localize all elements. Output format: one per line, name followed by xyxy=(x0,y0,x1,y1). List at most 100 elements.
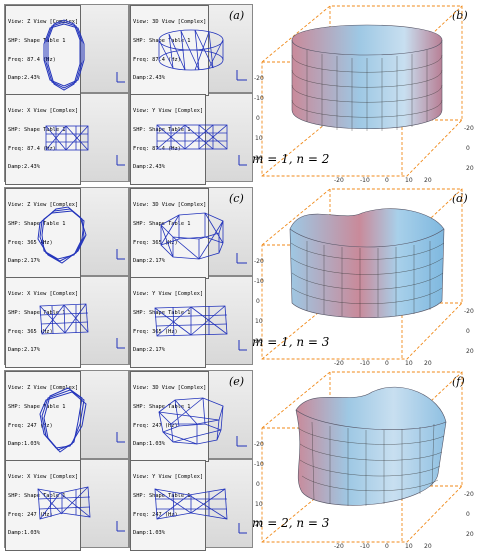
damping: Damp:1.03% xyxy=(8,530,40,537)
tick-label: 10 xyxy=(255,135,263,142)
tick-label: -20 xyxy=(334,177,344,184)
tick-label: -10 xyxy=(360,543,370,550)
damping: Damp:1.03% xyxy=(133,441,165,448)
frequency: Freq: 87.4 (Hz) xyxy=(133,56,181,63)
x-view-mesh xyxy=(39,303,125,349)
tick-label: 10 xyxy=(405,177,413,184)
z-view-info: View: Z View [Complex] SHP: Shape Table … xyxy=(5,188,82,279)
frequency: Freq: 365 (Hz) xyxy=(8,239,53,246)
view-title: View: Z View [Complex] xyxy=(8,202,79,209)
x-view-info: View: X View [Complex] SHP: Shape Table … xyxy=(5,94,82,185)
tick-label: 0 xyxy=(256,298,260,305)
figure-tag-e: (e) xyxy=(229,375,245,388)
tick-label: 0 xyxy=(385,360,389,367)
y-view-mesh xyxy=(154,305,247,351)
3d-view-mesh xyxy=(158,397,247,447)
figure-tag-a: (a) xyxy=(229,9,245,22)
tick-label: 20 xyxy=(424,543,432,550)
tick-label: -10 xyxy=(254,95,264,102)
z-view-mesh xyxy=(37,206,125,264)
frequency: Freq: 365 (Hz) xyxy=(133,239,178,246)
mode-label-1: m = 1, n = 2 xyxy=(252,152,330,166)
x-view-info: View: X View [Complex] SHP: Shape Table … xyxy=(5,277,82,368)
y-view-mesh xyxy=(156,124,247,166)
frequency: Freq: 247 (Hz) xyxy=(8,422,53,429)
tick-label: -10 xyxy=(254,278,264,285)
surface-plot-3: -20 -10 0 10 20 -20 -10 0 10 20 -20 0 20 xyxy=(254,371,474,550)
mode-group-2: View: Z View [Complex] SHP: Shape Table … xyxy=(0,183,478,368)
damping: Damp:2.43% xyxy=(133,75,165,82)
tick-label: 0 xyxy=(466,511,470,518)
shape-table: SHP: Shape Table 1 xyxy=(133,493,191,500)
tick-label: 0 xyxy=(256,481,260,488)
mode-group-3: View: Z View [Complex] SHP: Shape Table … xyxy=(0,366,478,551)
tick-label: -10 xyxy=(360,177,370,184)
tick-label: 20 xyxy=(255,521,263,528)
y-view-info: View: Y View [Complex] SHP: Shape Table … xyxy=(130,460,207,551)
frequency: Freq: 87.4 (Hz) xyxy=(8,56,56,63)
x-view-info: View: X View [Complex] SHP: Shape Table … xyxy=(5,460,82,551)
damping: Damp:2.17% xyxy=(133,258,165,265)
tick-label: 20 xyxy=(255,155,263,162)
tick-label: 20 xyxy=(466,348,474,355)
surface-plot-2: -20 -10 0 10 20 -20 -10 0 10 20 -20 0 20 xyxy=(254,188,474,367)
tick-label: -20 xyxy=(254,75,264,82)
tick-label: 10 xyxy=(255,501,263,508)
tick-label: -20 xyxy=(254,441,264,448)
view-title: View: 3D View [Complex] xyxy=(133,202,207,209)
surface-plot-1: -20 -10 0 10 20 -20 -10 0 10 20 -20 0 20 xyxy=(254,5,474,184)
figure-tag-d: (d) xyxy=(452,192,468,205)
x-view-mesh xyxy=(45,125,125,166)
tick-label: -20 xyxy=(254,258,264,265)
tick-label: 0 xyxy=(256,115,260,122)
damping: Damp:2.17% xyxy=(8,347,40,354)
tick-label: 0 xyxy=(466,328,470,335)
frequency: Freq: 247 (Hz) xyxy=(8,511,53,518)
damping: Damp:2.17% xyxy=(8,258,40,265)
tick-label: -10 xyxy=(254,461,264,468)
z-view-mesh xyxy=(43,19,125,91)
tick-label: 10 xyxy=(255,318,263,325)
view-title: View: Z View [Complex] xyxy=(8,385,79,392)
tick-label: -20 xyxy=(334,360,344,367)
tick-label: 20 xyxy=(255,338,263,345)
y-view-mesh xyxy=(154,488,247,534)
shape-table: SHP: Shape Table 1 xyxy=(8,127,66,134)
mode-label-3: m = 2, n = 3 xyxy=(252,516,330,530)
view-title: View: X View [Complex] xyxy=(8,108,79,115)
damping: Damp:2.43% xyxy=(8,75,40,82)
shape-table: SHP: Shape Table 1 xyxy=(8,221,66,228)
tick-label: -20 xyxy=(464,308,474,315)
shape-table: SHP: Shape Table 1 xyxy=(133,221,191,228)
damping: Damp:2.17% xyxy=(133,347,165,354)
tick-label: -10 xyxy=(360,360,370,367)
tick-label: 0 xyxy=(385,177,389,184)
view-title: View: X View [Complex] xyxy=(8,291,79,298)
mode-label-2: m = 1, n = 3 xyxy=(252,335,330,349)
view-title: View: X View [Complex] xyxy=(8,474,79,481)
tick-label: -20 xyxy=(464,491,474,498)
view-title: View: 3D View [Complex] xyxy=(133,385,207,392)
frequency: Freq: 365 (Hz) xyxy=(8,328,53,335)
3d-view-mesh xyxy=(158,29,247,81)
tick-label: -20 xyxy=(464,125,474,132)
x-view-mesh xyxy=(37,486,125,532)
damping: Damp:2.43% xyxy=(8,164,40,171)
mode-group-1: View: Z View [Complex] SHP: Shape Table … xyxy=(0,0,478,185)
tick-label: 0 xyxy=(466,145,470,152)
z-view-mesh xyxy=(39,387,125,453)
tick-label: 20 xyxy=(466,165,474,172)
shape-table: SHP: Shape Table 1 xyxy=(8,310,66,317)
shape-table: SHP: Shape Table 1 xyxy=(8,38,66,45)
tick-label: 10 xyxy=(405,543,413,550)
tick-label: 20 xyxy=(466,531,474,538)
tick-label: 20 xyxy=(424,177,432,184)
frequency: Freq: 87.4 (Hz) xyxy=(8,145,56,152)
figure-tag-b: (b) xyxy=(452,9,468,22)
damping: Damp:1.03% xyxy=(133,530,165,537)
y-view-info: View: Y View [Complex] SHP: Shape Table … xyxy=(130,277,207,368)
view-title: View: Y View [Complex] xyxy=(133,474,204,481)
shape-table: SHP: Shape Table 1 xyxy=(133,310,191,317)
view-title: View: 3D View [Complex] xyxy=(133,19,207,26)
view-title: View: Y View [Complex] xyxy=(133,108,204,115)
